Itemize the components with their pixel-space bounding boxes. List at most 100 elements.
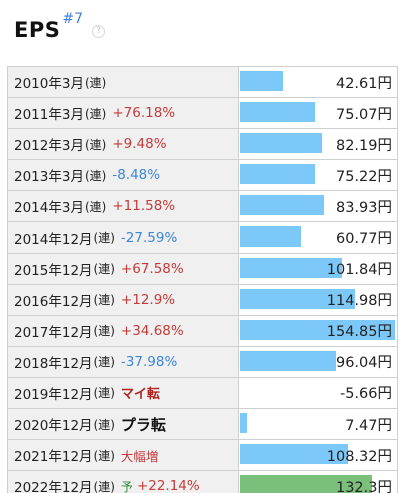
consolidated-tag: (連) [84,168,107,183]
eps-bar [240,319,395,340]
help-icon[interactable]: ? [92,25,106,38]
eps-value-cell: 132.3円 [239,471,397,493]
section-title: EPS [14,18,61,42]
change-rate: +9.48% [112,136,167,153]
period-label-cell: 2010年3月 (連) [8,67,239,98]
eps-row: 2019年12月 (連) マイ転 -5.66円 [8,377,397,410]
period-text: 2019年12月 [14,386,93,403]
eps-value-cell: 96.04円 [239,346,397,377]
period-label-cell: 2020年12月 (連) プラ転 [8,409,239,440]
change-rate: +34.68% [120,322,184,339]
eps-row: 2021年12月 (連) 大幅増 108.32円 [8,440,397,472]
footnote-link[interactable]: #7 [62,11,84,27]
eps-value-cell: 101.84円 [239,253,397,284]
eps-row: 2013年3月 (連) -8.48% 75.22円 [8,160,397,192]
eps-row: 2011年3月 (連) +76.18% 75.07円 [8,98,397,130]
eps-bar [240,288,356,309]
period-label-cell: 2013年3月 (連) -8.48% [8,160,239,191]
consolidated-tag: (連) [93,293,115,308]
section-header: EPS #7 ? [14,8,106,52]
eps-value: 96.04円 [335,355,392,372]
eps-bar [240,102,316,123]
change-rate: +12.9% [120,291,176,308]
eps-row: 2015年12月 (連) +67.58% 101.84円 [8,253,397,285]
eps-value: 132.3円 [335,479,392,493]
eps-value-cell: 60.77円 [239,222,397,253]
period-label-cell: 2014年12月 (連) -27.59% [8,222,239,253]
eps-value-cell: 154.85円 [239,315,397,346]
eps-row: 2010年3月 (連) 42.61円 [8,67,397,99]
period-label-cell: 2016年12月 (連) +12.9% [8,284,239,315]
eps-value: 83.93円 [335,199,392,216]
eps-bar [240,444,349,465]
change-rate: +76.18% [112,105,176,122]
eps-table: 2010年3月 (連) 42.61円 2011年3月 (連) +76.18% 75.07円 2… [7,66,398,493]
eps-value-cell: 114.98円 [239,284,397,315]
eps-value-cell: 82.19円 [239,129,397,160]
eps-row: 2014年3月 (連) +11.58% 83.93円 [8,191,397,223]
eps-value-cell: 75.07円 [239,98,397,129]
consolidated-tag: (連) [84,106,107,121]
eps-row: 2016年12月 (連) +12.9% 114.98円 [8,284,397,316]
eps-value: 82.19円 [335,137,392,154]
period-label-cell: 2011年3月 (連) +76.18% [8,98,239,129]
eps-bar [240,350,337,371]
eps-value: 101.84円 [326,262,392,279]
change-rate: +67.58% [120,260,184,277]
eps-value: 75.22円 [335,168,392,185]
eps-value-cell: 75.22円 [239,160,397,191]
eps-value: 154.85円 [326,324,392,341]
eps-value: 42.61円 [335,75,392,92]
period-label-cell: 2015年12月 (連) +67.58% [8,253,239,284]
period-label-cell: 2021年12月 (連) 大幅増 [8,440,239,471]
eps-row: 2012年3月 (連) +9.48% 82.19円 [8,129,397,161]
period-text: 2017年12月 [14,324,93,341]
eps-row: 2018年12月 (連) -37.98% 96.04円 [8,346,397,378]
eps-row: 2014年12月 (連) -27.59% 60.77円 [8,222,397,254]
change-rate: マイ転 [120,387,160,403]
eps-bar [240,133,323,154]
period-label-cell: 2019年12月 (連) マイ転 [8,377,239,409]
consolidated-tag: (連) [93,355,115,370]
consolidated-tag: (連) [84,75,107,90]
period-text: 2020年12月 [14,418,93,435]
eps-bar [240,226,301,247]
eps-value-cell: 108.32円 [239,440,397,471]
forecast-tag: 予 [120,479,133,493]
eps-value-cell: -5.66円 [239,377,397,409]
change-rate: 大幅増 [120,448,159,464]
eps-value-cell: 7.47円 [239,409,397,440]
eps-row: 2020年12月 (連) プラ転 7.47円 [8,409,397,441]
eps-bar [240,164,316,185]
change-rate: +11.58% [112,198,176,215]
period-label-cell: 2022年12月 (連) 予 +22.14% [8,471,239,493]
period-text: 2011年3月 [14,107,84,124]
period-label-cell: 2014年3月 (連) +11.58% [8,191,239,222]
period-text: 2014年3月 [14,200,84,217]
eps-bar [240,257,342,278]
eps-value: 60.77円 [335,231,392,248]
period-label-cell: 2012年3月 (連) +9.48% [8,129,239,160]
period-label-cell: 2017年12月 (連) +34.68% [8,315,239,346]
period-label-cell: 2018年12月 (連) -37.98% [8,346,239,377]
consolidated-tag: (連) [93,386,115,401]
eps-bar-forecast [240,475,373,493]
period-text: 2015年12月 [14,262,93,279]
eps-value-cell: 42.61円 [239,67,397,98]
eps-bar [240,195,324,216]
change-rate: +22.14% [136,478,200,493]
eps-value-cell: 83.93円 [239,191,397,222]
eps-value: 108.32円 [326,448,392,465]
consolidated-tag: (連) [93,324,115,339]
period-text: 2012年3月 [14,138,84,155]
eps-value: 114.98円 [326,293,392,310]
eps-row: 2017年12月 (連) +34.68% 154.85円 [8,315,397,347]
change-rate: -37.98% [120,353,178,370]
eps-bar [240,71,283,92]
consolidated-tag: (連) [93,417,115,432]
eps-value: 75.07円 [335,106,392,123]
period-text: 2022年12月 [14,480,93,493]
period-text: 2013年3月 [14,169,84,186]
consolidated-tag: (連) [93,231,115,246]
change-rate: -8.48% [112,167,161,184]
